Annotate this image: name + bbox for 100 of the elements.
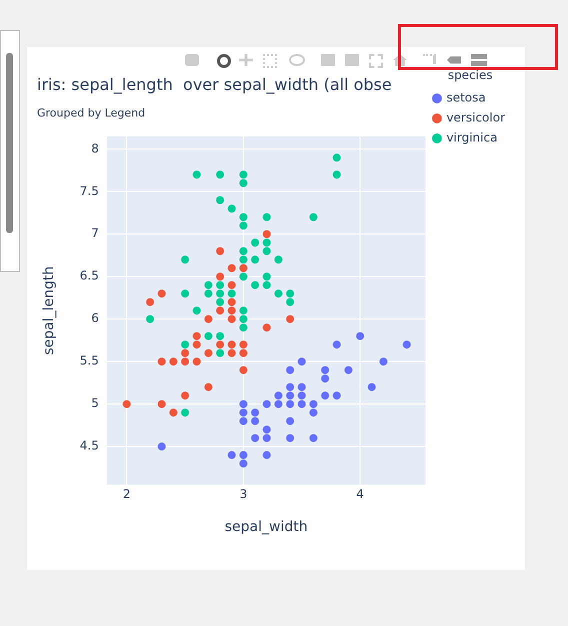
point [274,290,282,298]
point [379,358,388,366]
point [274,256,282,264]
point [262,230,271,238]
point [228,340,236,349]
point [298,400,306,408]
point [181,358,190,366]
point [239,366,248,374]
point [228,264,236,272]
point [228,349,236,358]
point [262,400,271,408]
point [239,247,248,256]
point [239,179,248,188]
point [181,290,190,298]
point [192,170,201,179]
point [228,315,236,324]
y-tick-label: 8 [91,141,99,156]
point [309,213,318,222]
y-tick-label: 4.5 [80,438,99,453]
x-tick-label: 2 [122,487,131,502]
point [192,306,201,315]
point [286,392,294,400]
chart-title: iris: sepal_length over sepal_width (all obse [37,74,392,94]
point [251,238,260,247]
point [146,315,154,324]
point [216,170,224,179]
point [216,306,224,315]
point [181,340,190,349]
point [286,400,294,408]
point [332,154,341,162]
point [204,383,212,392]
legend-label: setosa [446,90,486,105]
point [239,460,248,468]
point [321,366,330,374]
point [309,408,318,417]
point [251,408,260,417]
point [158,358,166,366]
point [181,408,190,417]
point [298,392,306,400]
y-tick-label: 6 [91,311,99,326]
point [228,451,236,460]
point [262,426,271,434]
point [192,340,201,349]
point [286,417,294,426]
point [262,324,271,332]
point [228,204,236,213]
point [262,451,271,460]
point [169,358,178,366]
point [228,298,236,306]
point [122,400,131,408]
point [228,281,236,290]
point [146,298,154,306]
point [216,281,224,290]
point [251,417,260,426]
point [239,400,248,408]
point [286,383,294,392]
point [216,290,224,298]
y-tick-label: 7.5 [80,184,99,198]
point [274,400,282,408]
y-axis-title: sepal_length [41,266,58,356]
point [332,392,341,400]
point [262,247,271,256]
point [239,451,248,460]
point [262,272,271,281]
point [251,434,260,442]
point [216,298,224,306]
point [239,264,248,272]
point [204,315,212,324]
x-axis-title: sepal_width [224,519,308,536]
y-tick-label: 5.5 [80,354,99,368]
point [216,196,224,204]
point [204,290,212,298]
point [309,400,318,408]
point [298,358,306,366]
point [204,349,212,358]
point [239,315,248,324]
y-tick-label: 5 [91,396,99,410]
point [181,256,190,264]
point [239,306,248,315]
x-tick-label: 3 [240,487,248,502]
point [356,332,364,340]
point [239,272,248,281]
point [239,170,248,179]
y-tick-label: 7 [91,226,99,240]
point [239,408,248,417]
point [239,349,248,358]
point [192,358,201,366]
point [402,340,411,349]
point [286,315,294,324]
point [286,366,294,374]
point [239,256,248,264]
point [262,213,271,222]
legend-label: versicolor [446,110,506,125]
point [286,298,294,306]
point [216,349,224,358]
point [262,238,271,247]
point [216,247,224,256]
point [158,442,166,451]
point [239,222,248,230]
point [239,213,248,222]
